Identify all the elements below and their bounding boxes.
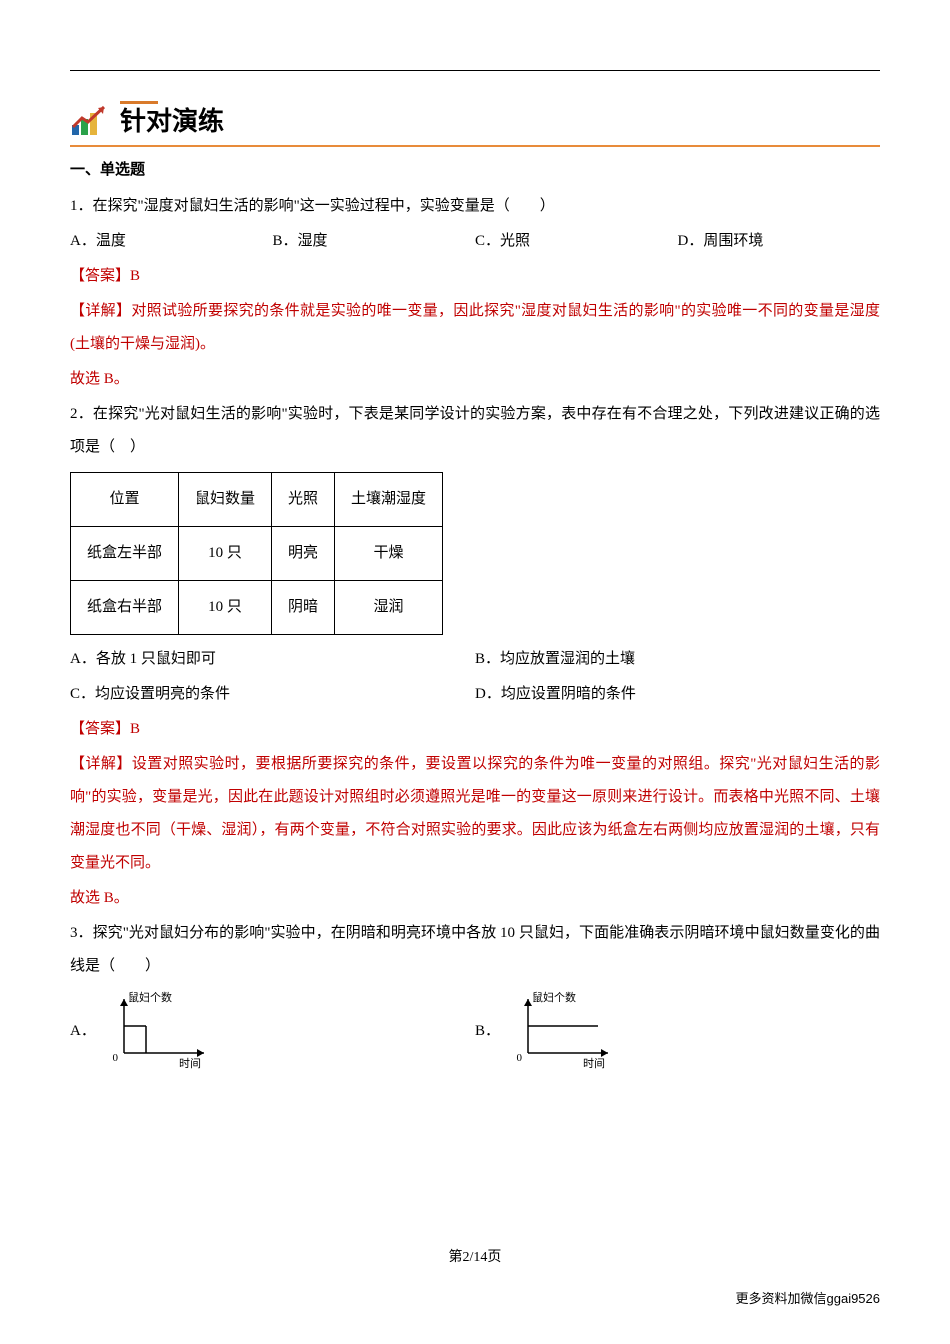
header-title: 针对演练 <box>120 106 224 137</box>
q2-options-row2: C．均应设置明亮的条件 D．均应设置阴暗的条件 <box>70 678 880 711</box>
td: 10 只 <box>179 527 272 581</box>
table-row: 纸盒左半部 10 只 明亮 干燥 <box>71 527 443 581</box>
q1-stem: 1．在探究"湿度对鼠妇生活的影响"这一实验过程中，实验变量是（ ） <box>70 190 880 223</box>
q3-opt-a-label: A． <box>70 1015 96 1048</box>
q3-chart-options: A． 鼠妇个数 0 时间 B． 鼠妇个数 0 时间 <box>70 991 880 1071</box>
td: 10 只 <box>179 581 272 635</box>
td: 纸盒左半部 <box>71 527 179 581</box>
section-header: 针对演练 <box>70 101 880 137</box>
q1-opt-a: A．温度 <box>70 225 273 258</box>
q3-opt-b-wrap: B． 鼠妇个数 0 时间 <box>475 991 880 1071</box>
chart-b-icon: 鼠妇个数 0 时间 <box>508 991 628 1071</box>
header-title-wrap: 针对演练 <box>120 101 224 137</box>
q3-opt-b-label: B． <box>475 1015 500 1048</box>
q3-opt-a-wrap: A． 鼠妇个数 0 时间 <box>70 991 475 1071</box>
header-underline <box>70 145 880 147</box>
q2-table: 位置 鼠妇数量 光照 土壤潮湿度 纸盒左半部 10 只 明亮 干燥 纸盒右半部 … <box>70 472 443 635</box>
q2-opt-c: C．均应设置明亮的条件 <box>70 678 475 711</box>
table-row: 纸盒右半部 10 只 阴暗 湿润 <box>71 581 443 635</box>
q1-opt-d: D．周围环境 <box>678 225 881 258</box>
page-number: 第2/14页 <box>0 1243 950 1274</box>
q1-pick: 故选 B。 <box>70 363 880 396</box>
section-heading: 一、单选题 <box>70 153 880 186</box>
chart-arrow-icon <box>70 103 110 137</box>
svg-text:0: 0 <box>112 1052 118 1064</box>
q2-pick: 故选 B。 <box>70 882 880 915</box>
th-2: 光照 <box>272 473 335 527</box>
td: 湿润 <box>335 581 443 635</box>
q1-options: A．温度 B．湿度 C．光照 D．周围环境 <box>70 225 880 258</box>
chart-a-icon: 鼠妇个数 0 时间 <box>104 991 224 1071</box>
td: 纸盒右半部 <box>71 581 179 635</box>
top-rule <box>70 70 880 71</box>
td: 阴暗 <box>272 581 335 635</box>
q3-stem: 3．探究"光对鼠妇分布的影响"实验中，在阴暗和明亮环境中各放 10 只鼠妇，下面… <box>70 917 880 983</box>
th-3: 土壤潮湿度 <box>335 473 443 527</box>
q1-opt-b: B．湿度 <box>273 225 476 258</box>
q1-opt-c: C．光照 <box>475 225 678 258</box>
q2-options-row1: A．各放 1 只鼠妇即可 B．均应放置湿润的土壤 <box>70 643 880 676</box>
chart-xlabel: 时间 <box>583 1057 605 1070</box>
q1-answer: 【答案】B <box>70 260 880 293</box>
th-0: 位置 <box>71 473 179 527</box>
q2-opt-d: D．均应设置阴暗的条件 <box>475 678 880 711</box>
chart-xlabel: 时间 <box>179 1057 201 1070</box>
q2-answer: 【答案】B <box>70 713 880 746</box>
svg-text:0: 0 <box>517 1052 523 1064</box>
q1-explain: 【详解】对照试验所要探究的条件就是实验的唯一变量，因此探究"湿度对鼠妇生活的影响… <box>70 295 880 361</box>
q2-opt-a: A．各放 1 只鼠妇即可 <box>70 643 475 676</box>
q2-opt-b: B．均应放置湿润的土壤 <box>475 643 880 676</box>
table-header-row: 位置 鼠妇数量 光照 土壤潮湿度 <box>71 473 443 527</box>
q2-stem: 2．在探究"光对鼠妇生活的影响"实验时，下表是某同学设计的实验方案，表中存在有不… <box>70 398 880 464</box>
th-1: 鼠妇数量 <box>179 473 272 527</box>
td: 明亮 <box>272 527 335 581</box>
chart-ylabel: 鼠妇个数 <box>128 991 172 1004</box>
footer-note: 更多资料加微信ggai9526 <box>736 1285 881 1314</box>
td: 干燥 <box>335 527 443 581</box>
header-overline <box>120 101 158 104</box>
chart-ylabel: 鼠妇个数 <box>532 991 576 1004</box>
q2-explain: 【详解】设置对照实验时，要根据所要探究的条件，要设置以探究的条件为唯一变量的对照… <box>70 748 880 880</box>
